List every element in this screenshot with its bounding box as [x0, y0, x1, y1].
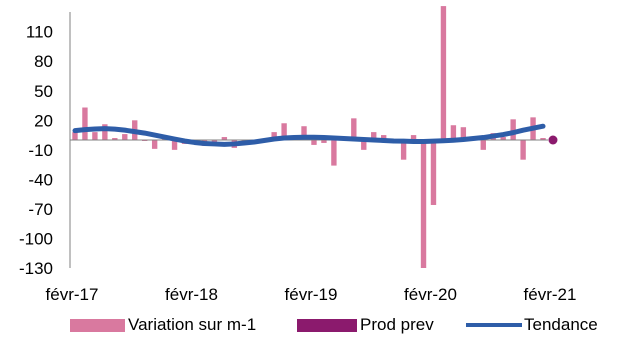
y-tick-label: -70	[28, 200, 53, 219]
bar-variation	[171, 140, 178, 150]
bar-variation	[321, 140, 327, 143]
bar-variation	[221, 137, 228, 140]
legend-swatch-tendance	[466, 323, 522, 327]
bar-variation	[112, 138, 118, 140]
bar-variation	[122, 134, 128, 140]
bar-variation	[271, 132, 277, 140]
bar-variation	[331, 140, 337, 166]
bar-variation	[410, 135, 417, 140]
bar-variation	[450, 125, 457, 140]
bar-variation	[500, 137, 506, 140]
bar-variation	[540, 138, 546, 140]
x-tick-label: févr-20	[404, 285, 457, 304]
bar-variation	[301, 126, 307, 140]
y-tick-label: 80	[34, 52, 53, 71]
legend-label-prod-prev: Prod prev	[360, 315, 434, 334]
bar-variation	[92, 132, 98, 140]
bar-variation	[510, 119, 516, 140]
bar-variation	[460, 127, 467, 140]
bar-variation	[520, 140, 526, 160]
y-tick-label: -130	[19, 259, 53, 278]
legend-label-tendance: Tendance	[524, 315, 598, 334]
bar-variation	[151, 140, 158, 149]
bar-variation	[281, 123, 287, 140]
bar-variation	[351, 118, 357, 140]
bar-variation	[381, 135, 387, 140]
y-tick-label: -10	[28, 141, 53, 160]
x-tick-label: févr-18	[165, 285, 218, 304]
y-axis-ticks: 110 80 50 20 -10 -40 -70 -100 -130	[19, 23, 53, 278]
bar-variation	[102, 124, 108, 140]
y-tick-label: -100	[19, 230, 53, 249]
bar-variation	[311, 140, 317, 145]
legend-swatch-prod-prev	[297, 319, 357, 332]
bar-variation	[82, 107, 88, 140]
bar-variation	[420, 140, 427, 268]
x-axis-ticks: févr-17 févr-18 févr-19 févr-20 févr-21	[46, 285, 577, 304]
bar-variation	[430, 140, 437, 205]
y-tick-label: 50	[34, 82, 53, 101]
y-tick-label: -40	[28, 170, 53, 189]
y-tick-label: 110	[26, 23, 53, 42]
x-tick-label: févr-19	[285, 285, 338, 304]
bar-variation	[400, 140, 407, 160]
legend: Variation sur m-1 Prod prev Tendance	[0, 312, 617, 338]
bar-variation	[361, 140, 367, 150]
point-prod-prev	[548, 135, 558, 145]
prod-prev-series	[548, 135, 558, 145]
legend-label-variation: Variation sur m-1	[128, 315, 257, 334]
bar-variation	[371, 132, 377, 140]
x-tick-label: févr-17	[46, 285, 99, 304]
legend-swatch-variation	[70, 319, 125, 332]
bar-variation	[480, 140, 486, 150]
bar-variation	[440, 6, 447, 141]
y-tick-label: 20	[34, 111, 53, 130]
x-tick-label: févr-21	[524, 285, 577, 304]
trend-line	[72, 123, 546, 147]
bar-variation	[72, 132, 78, 140]
